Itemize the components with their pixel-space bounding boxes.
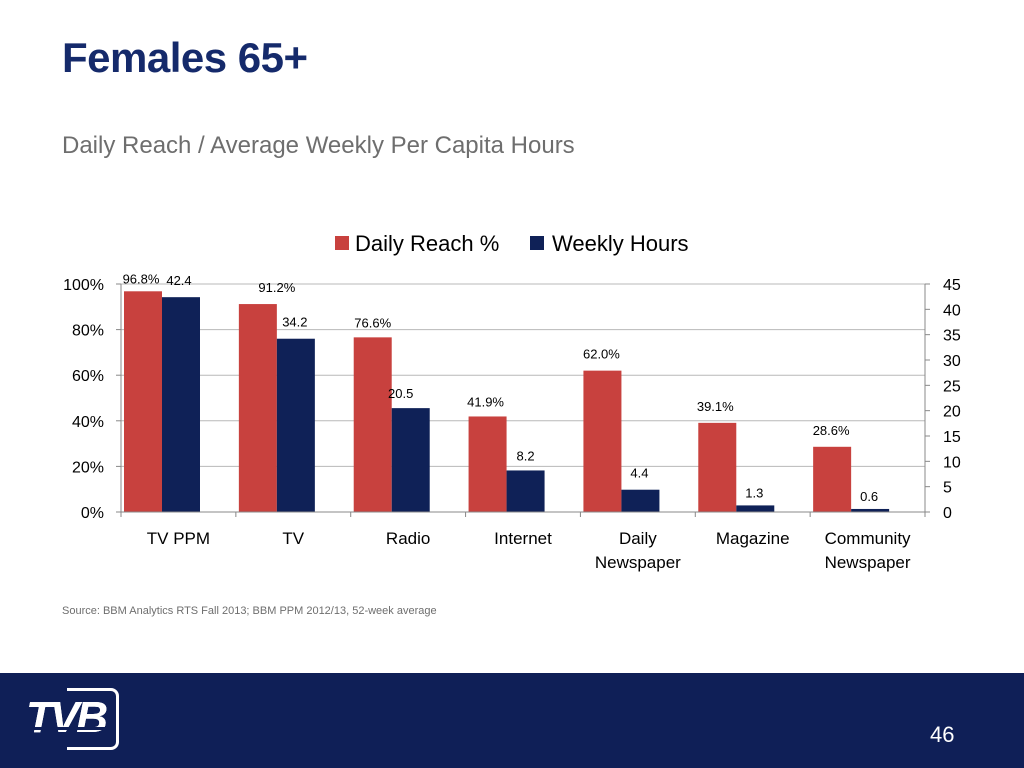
slide-title: Females 65+	[62, 34, 308, 81]
daily-reach-data-label: 39.1%	[697, 399, 734, 414]
right-axis-tick-label: 40	[943, 302, 961, 319]
daily-reach-data-label: 91.2%	[258, 280, 295, 295]
daily-reach-bar	[813, 446, 852, 512]
slide-subtitle: Daily Reach / Average Weekly Per Capita …	[62, 132, 575, 159]
category-label: Internet	[494, 529, 552, 548]
category-label: TV PPM	[147, 529, 210, 548]
daily-reach-bar	[583, 370, 622, 512]
weekly-hours-bar	[736, 505, 775, 512]
right-axis-tick-label: 35	[943, 328, 961, 345]
legend-swatch-weekly-hours	[530, 236, 544, 250]
daily-reach-bar	[238, 304, 277, 512]
weekly-hours-data-label: 42.4	[166, 273, 191, 288]
weekly-hours-data-label: 20.5	[388, 386, 413, 401]
weekly-hours-bar	[621, 489, 660, 512]
footer-bar	[0, 673, 1024, 768]
legend-swatch-daily-reach	[335, 236, 349, 250]
bar-chart: Daily Reach % Weekly Hours 0% 20% 40% 60% 80%…	[63, 231, 961, 572]
weekly-hours-data-label: 1.3	[745, 485, 763, 500]
logo-stripe	[30, 727, 110, 730]
chart-legend: Daily Reach % Weekly Hours	[335, 231, 689, 256]
daily-reach-data-label: 28.6%	[813, 423, 850, 438]
weekly-hours-bar	[391, 408, 430, 512]
daily-reach-data-label: 62.0%	[583, 347, 620, 362]
left-axis-tick-label: 60%	[72, 368, 104, 385]
right-axis-tick-label: 20	[943, 404, 961, 421]
logo-frame	[67, 688, 119, 750]
weekly-hours-bar	[506, 470, 545, 512]
tvb-logo: TVB	[26, 693, 108, 742]
category-label: Newspaper	[825, 553, 911, 572]
legend-label-daily-reach: Daily Reach %	[355, 231, 499, 256]
daily-reach-data-label: 41.9%	[467, 394, 504, 409]
category-label: Community	[825, 529, 911, 548]
daily-reach-bar	[353, 337, 392, 512]
right-axis-tick-label: 25	[943, 378, 961, 395]
category-label: Daily	[619, 529, 657, 548]
weekly-hours-data-label: 4.4	[630, 466, 648, 481]
left-axis-tick-label: 20%	[72, 459, 104, 476]
daily-reach-data-label: 96.8%	[123, 271, 160, 286]
category-label: Magazine	[716, 529, 790, 548]
category-label: Newspaper	[595, 553, 681, 572]
chart-data-labels: 96.8% 42.4 91.2% 34.2 76.6% 20.5 41.9% 8.2 62.0%…	[123, 271, 879, 504]
right-axis-tick-label: 0	[943, 505, 952, 522]
left-axis-tick-label: 0%	[81, 505, 104, 522]
source-note: Source: BBM Analytics RTS Fall 2013; BBM…	[62, 605, 437, 617]
right-axis-tick-label: 30	[943, 353, 961, 370]
weekly-hours-bar	[851, 508, 890, 512]
chart-axes: 0% 20% 40% 60% 80% 100% 0 5 10 15 20 25 30 35 40 45 TV P…	[63, 277, 961, 572]
daily-reach-bar	[468, 416, 507, 512]
chart-bars	[124, 291, 890, 512]
right-axis-tick-label: 10	[943, 454, 961, 471]
daily-reach-bar	[698, 422, 737, 512]
weekly-hours-data-label: 34.2	[282, 315, 307, 330]
weekly-hours-data-label: 8.2	[517, 448, 535, 463]
right-axis-tick-label: 15	[943, 429, 961, 446]
left-axis-tick-label: 40%	[72, 414, 104, 431]
legend-label-weekly-hours: Weekly Hours	[552, 231, 689, 256]
daily-reach-bar	[124, 291, 162, 512]
category-label: TV	[282, 529, 304, 548]
daily-reach-data-label: 76.6%	[354, 315, 391, 330]
left-axis-tick-label: 80%	[72, 323, 104, 340]
page-number: 46	[930, 722, 955, 747]
weekly-hours-data-label: 0.6	[860, 489, 878, 504]
category-label: Radio	[386, 529, 430, 548]
weekly-hours-bar	[276, 338, 315, 512]
right-axis-tick-label: 45	[943, 277, 961, 294]
right-axis-tick-label: 5	[943, 480, 952, 497]
weekly-hours-bar	[162, 297, 200, 512]
left-axis-tick-label: 100%	[63, 277, 104, 294]
